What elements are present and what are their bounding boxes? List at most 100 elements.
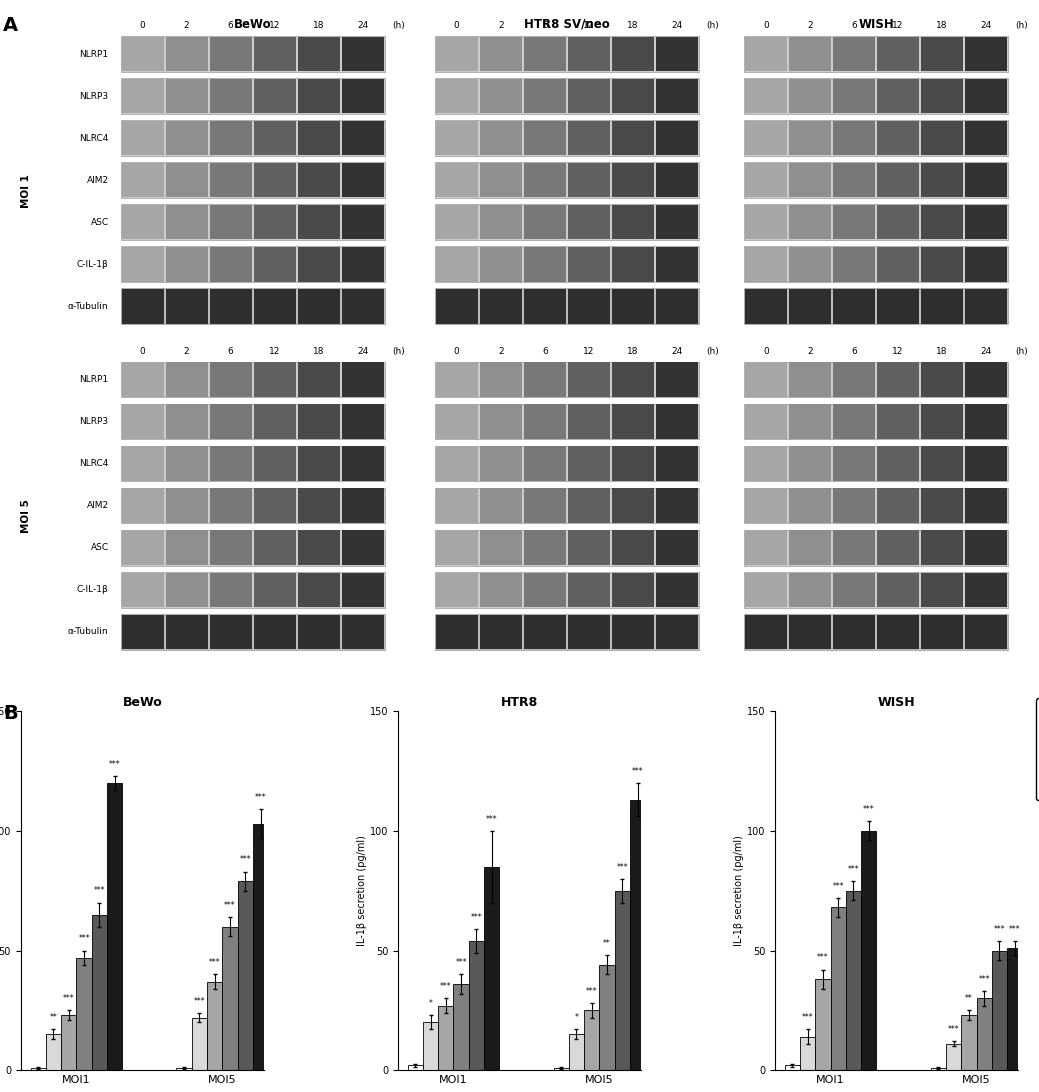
Text: ***: *** xyxy=(863,805,875,815)
Text: ***: *** xyxy=(471,913,482,922)
Bar xyxy=(121,572,384,607)
Bar xyxy=(612,79,654,114)
Bar xyxy=(524,363,566,396)
Text: *: * xyxy=(575,1013,579,1022)
Bar xyxy=(122,615,163,649)
Bar xyxy=(254,488,296,523)
Bar xyxy=(480,363,522,396)
Bar xyxy=(524,488,566,523)
Bar xyxy=(222,927,238,1070)
Bar xyxy=(922,572,963,607)
Text: ASC: ASC xyxy=(90,543,108,553)
Bar xyxy=(298,205,340,239)
Bar xyxy=(210,615,251,649)
Text: C-IL-1β: C-IL-1β xyxy=(77,585,108,594)
Bar xyxy=(435,289,478,323)
Bar xyxy=(744,614,1008,650)
Text: ***: *** xyxy=(993,925,1006,934)
Bar xyxy=(342,121,383,155)
Bar xyxy=(165,79,208,114)
Bar xyxy=(254,163,296,198)
Bar xyxy=(612,363,654,396)
Bar xyxy=(1007,948,1022,1070)
Bar xyxy=(435,121,478,155)
Bar xyxy=(122,363,163,396)
Bar xyxy=(46,1034,61,1070)
Bar xyxy=(165,572,208,607)
Text: 2: 2 xyxy=(498,347,504,356)
Bar xyxy=(656,247,698,282)
Bar xyxy=(480,121,522,155)
Bar xyxy=(122,163,163,198)
Bar xyxy=(745,205,787,239)
Bar xyxy=(165,289,208,323)
Bar xyxy=(833,163,875,198)
Bar xyxy=(524,205,566,239)
Text: (h): (h) xyxy=(1015,22,1028,31)
Text: 0: 0 xyxy=(763,347,769,356)
Text: **: ** xyxy=(604,939,611,948)
Bar xyxy=(877,572,920,607)
Bar xyxy=(745,37,787,71)
Bar xyxy=(434,163,699,198)
Bar xyxy=(480,247,522,282)
Text: NLRC4: NLRC4 xyxy=(79,133,108,143)
Bar xyxy=(554,1068,568,1070)
Bar xyxy=(656,205,698,239)
Bar xyxy=(568,488,610,523)
Bar xyxy=(434,614,699,650)
Bar xyxy=(615,891,630,1070)
Bar xyxy=(965,615,1007,649)
Bar xyxy=(656,404,698,439)
Bar xyxy=(744,572,1008,607)
Bar xyxy=(600,965,615,1070)
Text: 6: 6 xyxy=(228,22,234,31)
Bar xyxy=(434,247,699,282)
Text: 24: 24 xyxy=(357,347,369,356)
Bar xyxy=(965,404,1007,439)
Bar xyxy=(480,615,522,649)
Bar xyxy=(121,404,384,439)
Text: **: ** xyxy=(50,1013,57,1022)
Bar xyxy=(612,615,654,649)
Text: ***: *** xyxy=(109,760,121,769)
Text: 12: 12 xyxy=(893,347,904,356)
Text: ***: *** xyxy=(193,997,206,1006)
Bar xyxy=(192,1018,207,1070)
Bar xyxy=(524,121,566,155)
Bar xyxy=(744,446,1008,482)
Text: (h): (h) xyxy=(1015,347,1028,356)
Bar xyxy=(298,615,340,649)
Bar xyxy=(922,615,963,649)
Bar xyxy=(210,447,251,480)
Text: 6: 6 xyxy=(228,347,234,356)
Bar xyxy=(612,572,654,607)
Bar xyxy=(745,404,787,439)
Bar xyxy=(568,205,610,239)
Bar xyxy=(298,488,340,523)
Bar xyxy=(656,289,698,323)
Bar xyxy=(833,615,875,649)
Bar xyxy=(122,531,163,565)
Bar xyxy=(877,488,920,523)
Bar xyxy=(165,488,208,523)
Text: ***: *** xyxy=(486,815,498,823)
Bar xyxy=(612,121,654,155)
Text: 2: 2 xyxy=(807,22,812,31)
Bar xyxy=(568,531,610,565)
Bar xyxy=(584,1010,600,1070)
Bar xyxy=(165,205,208,239)
Bar xyxy=(977,998,992,1070)
Bar xyxy=(254,572,296,607)
Bar xyxy=(469,941,484,1070)
Text: BeWo: BeWo xyxy=(234,17,271,31)
Bar xyxy=(435,447,478,480)
Text: 2: 2 xyxy=(807,347,812,356)
Bar xyxy=(524,37,566,71)
Bar xyxy=(833,363,875,396)
Bar xyxy=(965,247,1007,282)
Bar xyxy=(789,363,831,396)
Bar xyxy=(122,572,163,607)
Bar xyxy=(744,361,1008,397)
Bar xyxy=(656,447,698,480)
